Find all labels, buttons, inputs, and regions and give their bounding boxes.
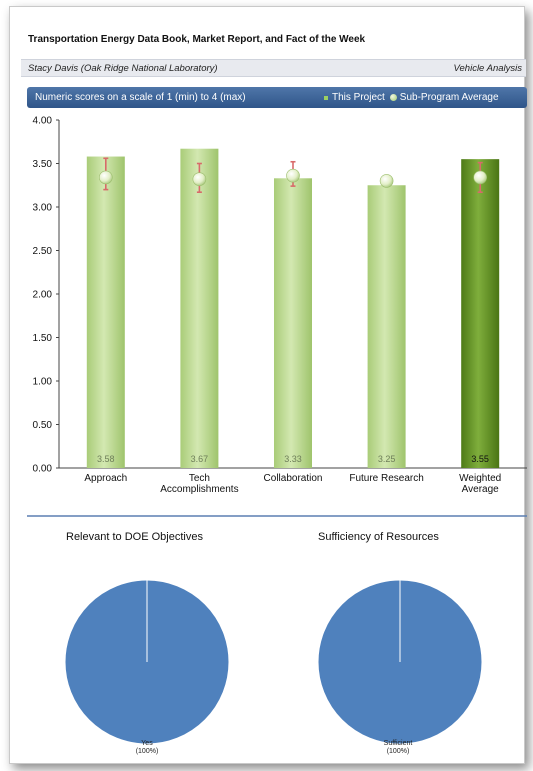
y-tick-label: 1.50 xyxy=(33,333,53,344)
bar-value-label: 3.33 xyxy=(284,454,302,464)
y-tick-label: 3.50 xyxy=(33,159,53,170)
bar xyxy=(461,159,500,468)
average-swatch-icon xyxy=(389,94,397,101)
bar-value-label: 3.25 xyxy=(378,454,396,464)
bar xyxy=(86,156,125,468)
bar-value-label: 3.55 xyxy=(471,454,489,464)
bar xyxy=(274,178,312,468)
x-category-label: Tech xyxy=(189,473,210,484)
bar xyxy=(180,148,219,468)
bar-value-label: 3.67 xyxy=(191,454,209,464)
x-category-label: Weighted xyxy=(459,473,501,484)
average-marker xyxy=(286,168,300,183)
x-category-label: Accomplishments xyxy=(160,484,238,495)
pie-title-resources: Sufficiency of Resources xyxy=(318,531,439,543)
pie-caption-line: Yes xyxy=(141,740,153,747)
y-tick-label: 2.50 xyxy=(33,246,53,257)
y-tick-label: 3.00 xyxy=(33,203,53,214)
y-tick-label: 0.00 xyxy=(33,464,53,475)
division-name: Vehicle Analysis xyxy=(453,63,522,74)
y-tick-label: 1.00 xyxy=(33,377,53,388)
bar-value-label: 3.58 xyxy=(97,454,115,464)
x-category-label: Collaboration xyxy=(264,473,323,484)
pie-caption-line: Sufficient xyxy=(383,740,413,747)
average-marker xyxy=(192,172,207,186)
pie-caption-resources: Sufficient (100%) xyxy=(358,740,438,756)
y-tick-label: 4.00 xyxy=(33,116,53,127)
pie-title-relevance: Relevant to DOE Objectives xyxy=(66,531,203,543)
bar-chart: 0.00 0.50 1.00 1.50 2.00 2.50 3.00 3.50 4.00 3.58… xyxy=(33,116,527,495)
legend-average-label: Sub-Program Average xyxy=(399,92,499,103)
chart-legend: This Project Sub-Program Average xyxy=(324,92,499,103)
legend-bar xyxy=(27,87,527,108)
average-marker xyxy=(379,174,394,188)
x-category-label: Average xyxy=(462,484,500,495)
average-marker xyxy=(473,170,488,185)
project-swatch-icon xyxy=(324,95,328,100)
bar xyxy=(367,185,406,468)
average-marker xyxy=(99,170,113,185)
y-tick-label: 2.00 xyxy=(33,290,53,301)
x-category-label: Future Research xyxy=(349,473,423,484)
y-tick-label: 0.50 xyxy=(33,420,53,431)
x-category-label: Approach xyxy=(84,473,127,484)
author-bar xyxy=(21,59,526,77)
pie-caption-relevance: Yes (100%) xyxy=(107,740,187,756)
scale-note: Numeric scores on a scale of 1 (min) to … xyxy=(35,92,246,103)
pie-caption-line: (100%) xyxy=(135,748,159,755)
legend-project-label: This Project xyxy=(332,92,385,103)
author-name: Stacy Davis (Oak Ridge National Laborato… xyxy=(28,63,218,74)
page-title: Transportation Energy Data Book, Market … xyxy=(28,34,366,45)
pie-caption-line: (100%) xyxy=(386,748,410,755)
